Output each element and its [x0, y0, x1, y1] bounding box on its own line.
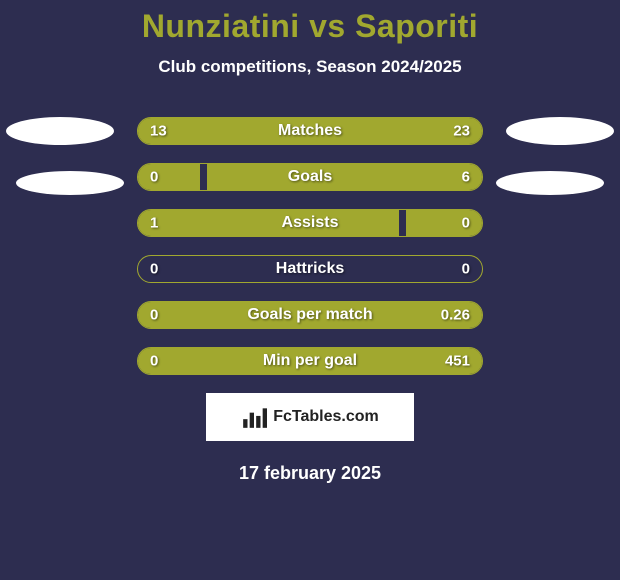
- player-right-club-placeholder: [496, 171, 604, 195]
- player-left-club-placeholder: [16, 171, 124, 195]
- stat-label: Min per goal: [263, 352, 357, 370]
- stat-label: Hattricks: [276, 260, 344, 278]
- stat-value-left: 1: [150, 215, 158, 232]
- stat-value-left: 0: [150, 261, 158, 278]
- stat-fill-left: [138, 210, 399, 236]
- stat-row-assists: 1 Assists 0: [137, 209, 483, 237]
- stat-value-right: 23: [453, 123, 470, 140]
- branding-badge: FcTables.com: [206, 393, 414, 441]
- stat-label: Goals: [288, 168, 332, 186]
- stat-label: Matches: [278, 122, 342, 140]
- date-label: 17 february 2025: [0, 463, 620, 484]
- stat-label: Assists: [282, 214, 339, 232]
- stat-value-right: 0: [462, 215, 470, 232]
- stat-row-matches: 13 Matches 23: [137, 117, 483, 145]
- stat-label: Goals per match: [247, 306, 372, 324]
- stat-row-goals: 0 Goals 6: [137, 163, 483, 191]
- stat-value-left: 0: [150, 169, 158, 186]
- stat-value-right: 0.26: [441, 307, 470, 324]
- stat-value-left: 0: [150, 307, 158, 324]
- subtitle: Club competitions, Season 2024/2025: [0, 57, 620, 77]
- stat-row-goals-per-match: 0 Goals per match 0.26: [137, 301, 483, 329]
- branding-text: FcTables.com: [273, 408, 379, 426]
- page-title: Nunziatini vs Saporiti: [0, 8, 620, 45]
- stat-row-min-per-goal: 0 Min per goal 451: [137, 347, 483, 375]
- player-right-avatar-placeholder: [506, 117, 614, 145]
- stat-value-right: 6: [462, 169, 470, 186]
- bars-icon: [241, 404, 267, 430]
- stat-value-left: 0: [150, 353, 158, 370]
- stats-block: 13 Matches 23 0 Goals 6 1 Assists 0 0 Ha…: [0, 117, 620, 375]
- stat-value-right: 0: [462, 261, 470, 278]
- stat-row-hattricks: 0 Hattricks 0: [137, 255, 483, 283]
- stat-fill-right: [207, 164, 482, 190]
- stat-fill-right: [406, 210, 482, 236]
- player-left-avatar-placeholder: [6, 117, 114, 145]
- stat-fill-left: [138, 164, 200, 190]
- stat-value-left: 13: [150, 123, 167, 140]
- stat-value-right: 451: [445, 353, 470, 370]
- comparison-card: Nunziatini vs Saporiti Club competitions…: [0, 0, 620, 484]
